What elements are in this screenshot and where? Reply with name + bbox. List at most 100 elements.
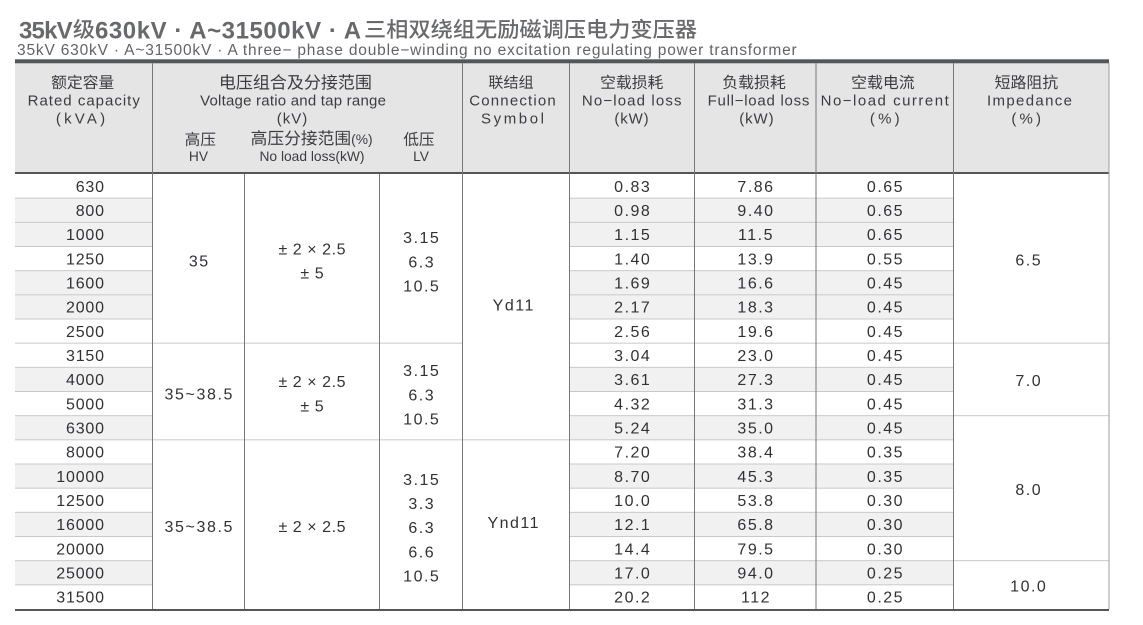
svg-text:0.45: 0.45 [867,421,904,438]
svg-text:7.20: 7.20 [614,445,651,462]
svg-text:3150: 3150 [66,348,105,365]
svg-text:35~38.5: 35~38.5 [165,519,234,536]
svg-text:3.15: 3.15 [403,472,440,489]
svg-text:4.32: 4.32 [614,396,651,413]
svg-text:2.56: 2.56 [614,324,651,341]
svg-text:800: 800 [76,203,105,220]
svg-text:0.45: 0.45 [867,372,904,389]
svg-text:13.9: 13.9 [737,251,774,268]
svg-text:112: 112 [741,590,771,607]
svg-text:10.0: 10.0 [1010,579,1047,596]
svg-text:65.8: 65.8 [737,517,774,534]
svg-text:(%): (%) [1011,111,1044,128]
svg-text:1250: 1250 [66,251,105,268]
svg-text:16000: 16000 [56,517,105,534]
svg-text:Rated capacity: Rated capacity [28,92,141,109]
svg-text:11.5: 11.5 [738,227,774,244]
svg-text:10.5: 10.5 [403,569,440,586]
svg-text:HV: HV [189,149,209,164]
svg-text:94.0: 94.0 [737,566,774,583]
svg-text:3.15: 3.15 [403,363,440,380]
svg-text:6.6: 6.6 [408,544,435,561]
svg-text:20000: 20000 [56,541,105,558]
svg-text:35~38.5: 35~38.5 [165,386,234,403]
svg-text:(kW): (kW) [739,111,774,128]
svg-text:0.30: 0.30 [867,541,904,558]
svg-text:1.69: 1.69 [614,276,651,293]
svg-text:0.65: 0.65 [867,203,904,220]
svg-text:0.45: 0.45 [867,324,904,341]
svg-text:7.0: 7.0 [1015,373,1042,390]
svg-text:0.25: 0.25 [867,566,904,583]
svg-text:3.04: 3.04 [614,348,651,365]
svg-text:No−load loss: No−load loss [582,92,683,109]
svg-text:35kV: 35kV [19,17,73,44]
svg-text:0.45: 0.45 [867,348,904,365]
svg-text:0.25: 0.25 [867,590,904,607]
svg-text:Full−load loss: Full−load loss [708,92,811,109]
svg-text:8.70: 8.70 [614,469,651,486]
svg-text:0.45: 0.45 [867,276,904,293]
svg-text:5000: 5000 [66,396,105,413]
svg-text:3.61: 3.61 [614,372,651,389]
svg-text:(kV): (kV) [277,111,309,128]
svg-text:79.5: 79.5 [737,541,774,558]
svg-text:630kV · A~31500kV · A: 630kV · A~31500kV · A [95,17,362,44]
svg-text:38.4: 38.4 [737,445,774,462]
svg-text:No−load current: No−load current [821,92,951,109]
svg-text:4000: 4000 [66,372,105,389]
svg-text:Voltage ratio and tap range: Voltage ratio and tap range [200,92,386,109]
svg-text:25000: 25000 [56,566,105,583]
svg-text:± 2 × 2.5: ± 2 × 2.5 [278,374,346,391]
svg-text:10.0: 10.0 [614,493,651,510]
svg-text:35.0: 35.0 [737,421,774,438]
svg-text:8.0: 8.0 [1015,482,1042,499]
svg-text:Yd11: Yd11 [493,298,535,315]
svg-text:0.55: 0.55 [867,251,904,268]
svg-text:19.6: 19.6 [737,324,774,341]
svg-text:1.15: 1.15 [614,227,651,244]
svg-text:± 5: ± 5 [300,265,324,282]
svg-text:9.40: 9.40 [737,203,774,220]
svg-text:6.5: 6.5 [1015,252,1042,269]
svg-text:6.3: 6.3 [408,520,435,537]
svg-text:2000: 2000 [66,300,105,317]
svg-text:6300: 6300 [66,421,105,438]
svg-text:6.3: 6.3 [408,254,435,271]
svg-text:0.45: 0.45 [867,300,904,317]
svg-text:2500: 2500 [66,324,105,341]
svg-text:3.15: 3.15 [403,230,440,247]
svg-text:23.0: 23.0 [737,348,774,365]
svg-text:5.24: 5.24 [614,421,651,438]
svg-text:10.5: 10.5 [403,412,440,429]
svg-text:LV: LV [413,149,430,164]
svg-text:27.3: 27.3 [737,372,774,389]
svg-text:0.30: 0.30 [867,517,904,534]
svg-text:7.86: 7.86 [737,179,774,196]
svg-text:16.6: 16.6 [737,276,774,293]
svg-text:1.40: 1.40 [614,251,651,268]
svg-text:(kW): (kW) [614,111,649,128]
svg-text:2.17: 2.17 [614,300,651,317]
svg-text:0.30: 0.30 [867,493,904,510]
svg-text:0.35: 0.35 [867,469,904,486]
svg-text:0.83: 0.83 [614,179,651,196]
svg-text:10000: 10000 [56,469,105,486]
svg-text:3.3: 3.3 [408,496,435,513]
svg-text:± 5: ± 5 [300,398,324,415]
svg-text:17.0: 17.0 [614,566,651,583]
svg-text:Connection: Connection [469,92,557,109]
svg-text:20.2: 20.2 [614,590,651,607]
svg-text:8000: 8000 [66,445,105,462]
svg-text:31.3: 31.3 [737,396,774,413]
svg-text:10.5: 10.5 [403,279,440,296]
svg-text:53.8: 53.8 [737,493,774,510]
svg-text:0.65: 0.65 [867,179,904,196]
svg-text:0.65: 0.65 [867,227,904,244]
svg-text:12.1: 12.1 [614,517,651,534]
svg-text:0.98: 0.98 [614,203,651,220]
svg-text:1600: 1600 [66,276,105,293]
svg-text:35kV 630kV · A~31500kV · A thr: 35kV 630kV · A~31500kV · A three− phase … [17,42,798,59]
svg-text:(%): (%) [870,111,903,128]
svg-text:1000: 1000 [66,227,105,244]
